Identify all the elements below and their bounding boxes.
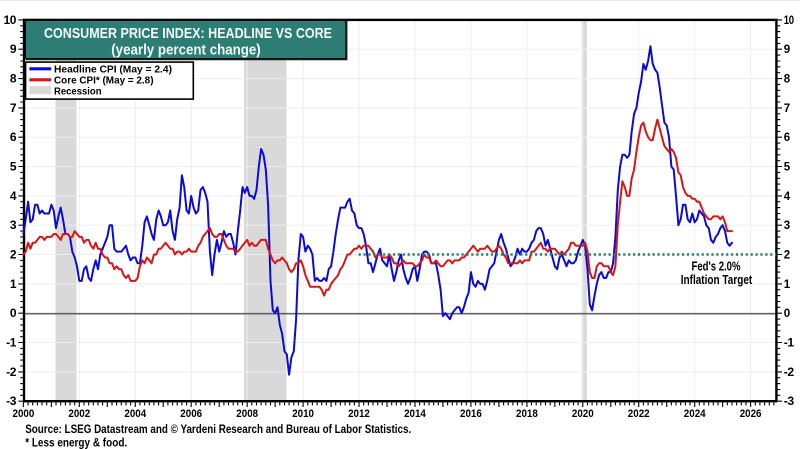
svg-text:2006: 2006 xyxy=(180,408,202,420)
svg-text:3: 3 xyxy=(10,218,17,232)
svg-text:2020: 2020 xyxy=(572,408,594,420)
svg-text:2010: 2010 xyxy=(292,408,314,420)
svg-text:8: 8 xyxy=(784,74,791,86)
svg-text:3: 3 xyxy=(784,220,790,232)
svg-text:5: 5 xyxy=(784,162,791,174)
svg-text:2004: 2004 xyxy=(124,408,147,420)
svg-text:-1: -1 xyxy=(784,338,795,350)
svg-text:4: 4 xyxy=(784,191,791,203)
svg-text:-2: -2 xyxy=(6,365,17,379)
svg-text:4: 4 xyxy=(10,189,17,203)
svg-text:1: 1 xyxy=(784,279,791,291)
svg-text:2000: 2000 xyxy=(13,408,35,420)
svg-text:2: 2 xyxy=(10,248,17,262)
svg-text:9: 9 xyxy=(784,44,790,56)
svg-text:-1: -1 xyxy=(6,336,17,350)
svg-text:2022: 2022 xyxy=(628,408,650,420)
svg-text:-2: -2 xyxy=(784,367,794,379)
svg-text:2024: 2024 xyxy=(684,408,707,420)
svg-text:Inflation Target: Inflation Target xyxy=(681,273,753,287)
svg-text:6: 6 xyxy=(10,130,17,144)
svg-text:5: 5 xyxy=(10,160,17,174)
svg-text:2018: 2018 xyxy=(516,408,538,420)
svg-text:CONSUMER PRICE INDEX: HEADLINE: CONSUMER PRICE INDEX: HEADLINE VS CORE xyxy=(44,25,332,42)
svg-text:Fed's 2.0%: Fed's 2.0% xyxy=(692,259,741,273)
svg-text:Source: LSEG Datastream and ©: Source: LSEG Datastream and © Yardeni Re… xyxy=(25,422,411,436)
svg-text:-3: -3 xyxy=(6,394,17,408)
svg-text:7: 7 xyxy=(10,101,17,115)
svg-text:2008: 2008 xyxy=(236,408,258,420)
svg-text:2012: 2012 xyxy=(348,408,370,420)
svg-text:7: 7 xyxy=(784,103,790,115)
svg-text:0: 0 xyxy=(784,308,790,320)
svg-text:1: 1 xyxy=(10,277,17,291)
svg-text:(yearly percent change): (yearly percent change) xyxy=(111,42,261,59)
svg-text:8: 8 xyxy=(10,72,17,86)
svg-text:10: 10 xyxy=(3,13,16,27)
svg-text:-3: -3 xyxy=(784,396,794,408)
svg-text:Recession: Recession xyxy=(54,86,102,98)
svg-text:2026: 2026 xyxy=(740,408,762,420)
svg-text:6: 6 xyxy=(784,132,790,144)
svg-text:2016: 2016 xyxy=(460,408,482,420)
svg-text:9: 9 xyxy=(10,42,17,56)
svg-text:0: 0 xyxy=(10,306,17,320)
svg-text:10: 10 xyxy=(784,15,794,27)
svg-text:2: 2 xyxy=(784,250,790,262)
svg-text:Headline CPI (May = 2.4): Headline CPI (May = 2.4) xyxy=(54,63,172,75)
svg-text:2002: 2002 xyxy=(68,408,90,420)
svg-text:* Less energy & food.: * Less energy & food. xyxy=(25,436,127,449)
svg-text:2014: 2014 xyxy=(404,408,427,420)
svg-text:Core CPI* (May = 2.8): Core CPI* (May = 2.8) xyxy=(54,74,154,86)
